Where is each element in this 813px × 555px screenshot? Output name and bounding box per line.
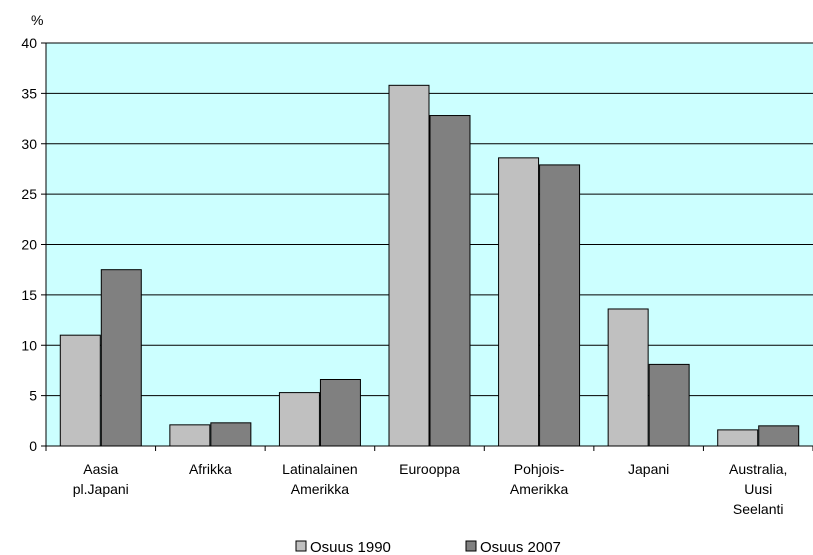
bar [210,422,252,447]
bar [758,425,800,447]
y-tick-label: 40 [21,35,37,51]
x-category-label-line: pl.Japani [73,481,129,497]
bar [388,84,430,447]
y-tick-label: 5 [29,388,37,404]
legend-swatch [465,540,477,552]
legend: Osuus 1990 Osuus 2007 [295,539,561,555]
bar [319,379,361,447]
bar [717,429,759,447]
legend-label: Osuus 2007 [480,539,561,555]
legend-label: Osuus 1990 [310,539,391,555]
bar [278,392,320,447]
x-category-label-line: Afrikka [189,461,232,477]
x-category-label: Japani [628,461,669,477]
y-tick-label: 35 [21,85,37,101]
axes [41,42,813,451]
x-category-label-line: Japani [628,461,669,477]
legend-swatch [295,540,307,552]
bar [59,334,101,447]
bars [59,84,800,447]
x-category-label-line: Pohjois- [514,461,565,477]
x-category-label-line: Seelanti [733,501,784,517]
bar [169,424,211,447]
x-category-label: Australia, Uusi Seelanti [729,461,787,517]
bar [100,269,142,447]
x-category-label-line: Amerikka [291,481,350,497]
x-category-label-line: Australia, [729,461,787,477]
bar [648,363,690,447]
x-category-label: Eurooppa [399,461,460,477]
labels: 0 5 10 15 20 25 30 35 40% Aasia pl.Japani Afrikka La… [21,12,787,517]
x-category-label-line: Uusi [744,481,772,497]
y-tick-label: 20 [21,237,37,253]
x-category-label: Aasia pl.Japani [73,461,129,497]
y-tick-label: 25 [21,186,37,202]
y-tick-label: 10 [21,337,37,353]
x-category-label: Afrikka [189,461,232,477]
x-category-label: Latinalainen Amerikka [282,461,358,497]
x-category-label-line: Amerikka [510,481,569,497]
x-category-label: Pohjois- Amerikka [510,461,569,497]
bar [539,164,581,447]
y-tick-label: 15 [21,287,37,303]
bar [607,308,649,447]
bar [498,157,540,447]
y-tick-label: 30 [21,136,37,152]
y-tick-label: 0 [29,438,37,454]
y-axis-unit-label: % [31,12,43,28]
x-category-label-line: Eurooppa [399,461,460,477]
x-category-label-line: Aasia [83,461,118,477]
x-category-label-line: Latinalainen [282,461,358,477]
bar [429,115,471,447]
